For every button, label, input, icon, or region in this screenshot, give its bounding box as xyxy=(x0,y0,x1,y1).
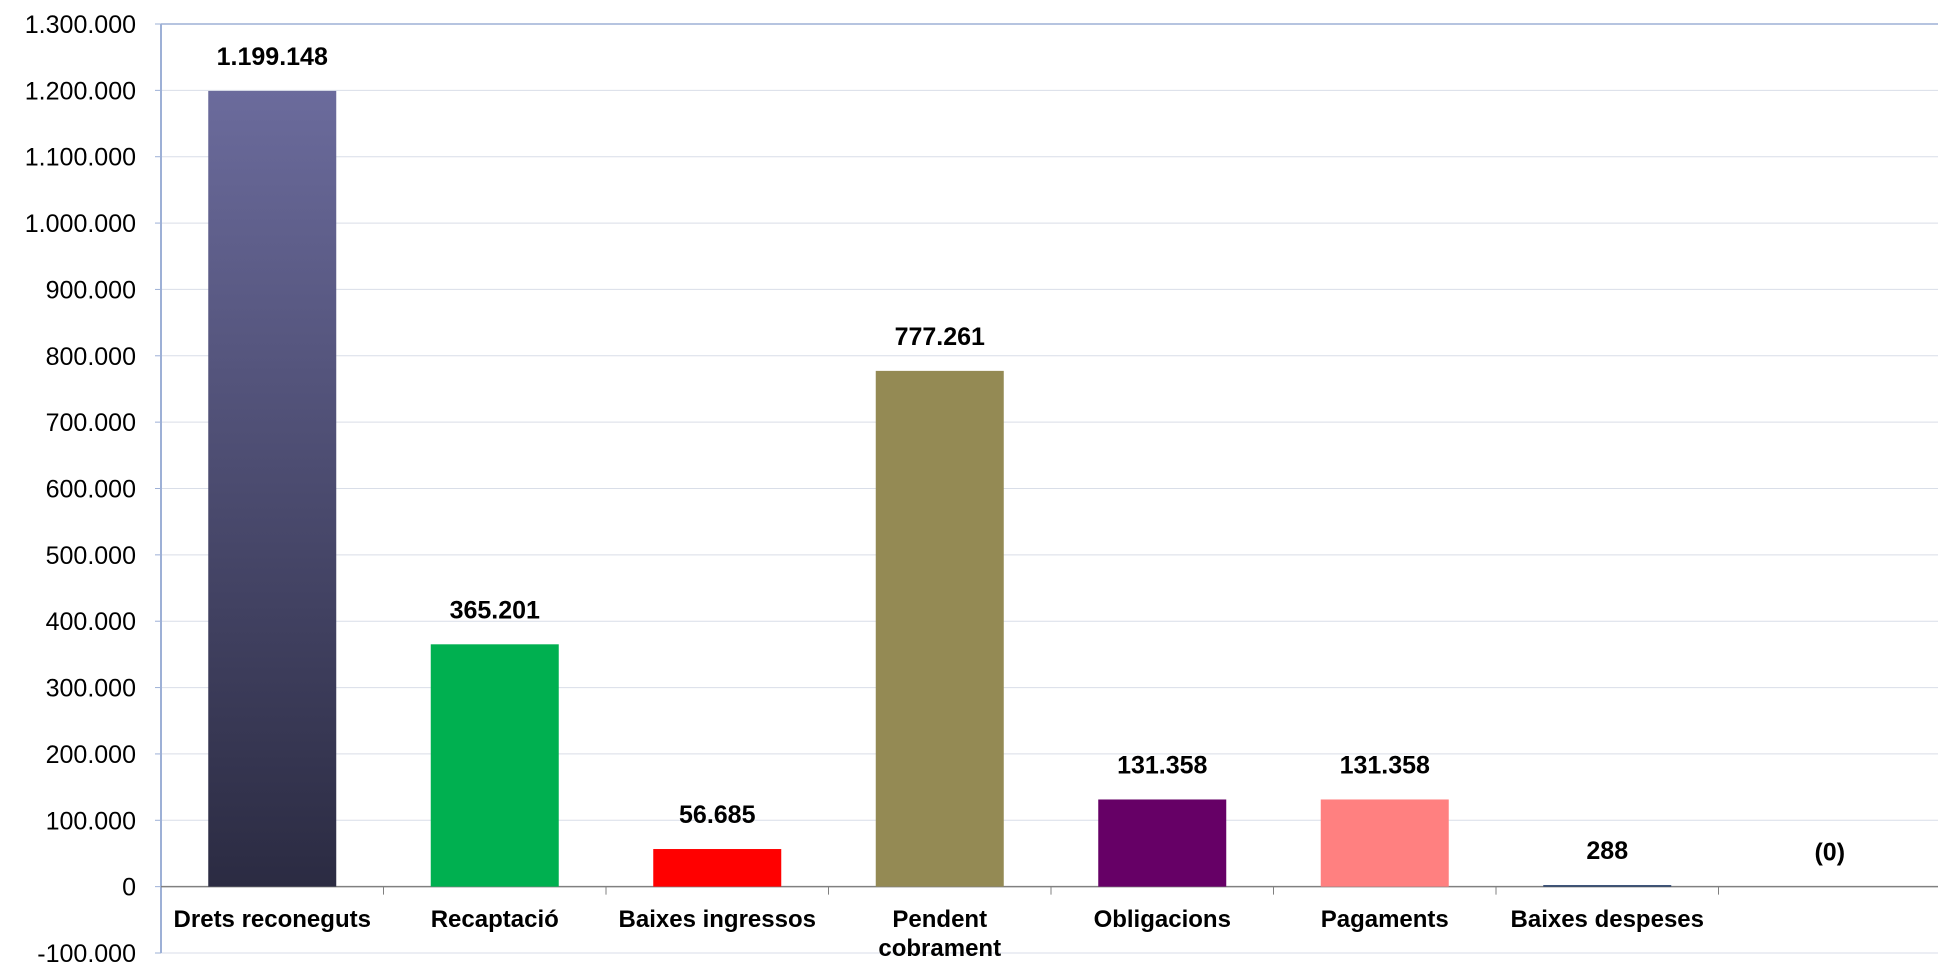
y-tick-label: 200.000 xyxy=(46,741,136,769)
y-tick-label: -100.000 xyxy=(37,940,136,966)
y-tick-label: 1.200.000 xyxy=(25,77,136,105)
y-tick-label: 700.000 xyxy=(46,409,136,437)
category-label: Obligacions xyxy=(1094,906,1231,933)
value-label: 777.261 xyxy=(895,323,985,351)
y-tick-label: 1.000.000 xyxy=(25,210,136,238)
bar xyxy=(1543,885,1672,887)
bar xyxy=(1098,799,1227,887)
y-tick-label: 600.000 xyxy=(46,476,136,504)
value-labels: 1.199.148 365.201 56.685 777.261 131.358 131.… xyxy=(217,43,1845,867)
y-tick-label: 800.000 xyxy=(46,343,136,371)
category-label: Baixes ingressos xyxy=(619,906,816,933)
value-label: 288 xyxy=(1586,837,1628,865)
category-label: Pagaments xyxy=(1321,906,1449,933)
value-label: 56.685 xyxy=(679,801,756,829)
category-label: Recaptació xyxy=(431,906,559,933)
category-label: Drets reconeguts xyxy=(174,906,371,933)
y-tick-label: 1.300.000 xyxy=(25,11,136,39)
value-label: (0) xyxy=(1814,839,1845,867)
y-tick-label: 1.100.000 xyxy=(25,144,136,172)
y-tick-label: 300.000 xyxy=(46,675,136,703)
y-tick-label: 100.000 xyxy=(46,807,136,835)
value-label: 131.358 xyxy=(1340,751,1430,779)
value-label: 131.358 xyxy=(1117,751,1207,779)
bars xyxy=(208,90,1672,887)
category-label: Pendent xyxy=(892,906,987,933)
y-axis-tick-labels: -100.000 0 100.000 200.000 300.000 400.000 500… xyxy=(25,11,136,966)
axes xyxy=(155,23,1938,954)
y-tick-label: 500.000 xyxy=(46,542,136,570)
x-axis-category-labels: Drets reconeguts Recaptació Baixes ingress… xyxy=(174,906,1704,962)
value-label: 1.199.148 xyxy=(217,43,328,71)
category-label: Baixes despeses xyxy=(1511,906,1704,933)
bar xyxy=(208,90,337,887)
gridlines xyxy=(161,23,1938,954)
value-label: 365.201 xyxy=(450,596,540,624)
y-tick-label: 900.000 xyxy=(46,276,136,304)
y-tick-label: 0 xyxy=(122,874,136,902)
bar xyxy=(430,644,559,887)
bar xyxy=(1320,799,1449,887)
bar xyxy=(653,849,782,887)
category-label: cobrament xyxy=(878,935,1001,962)
y-tick-label: 400.000 xyxy=(46,608,136,636)
bar xyxy=(875,370,1004,887)
